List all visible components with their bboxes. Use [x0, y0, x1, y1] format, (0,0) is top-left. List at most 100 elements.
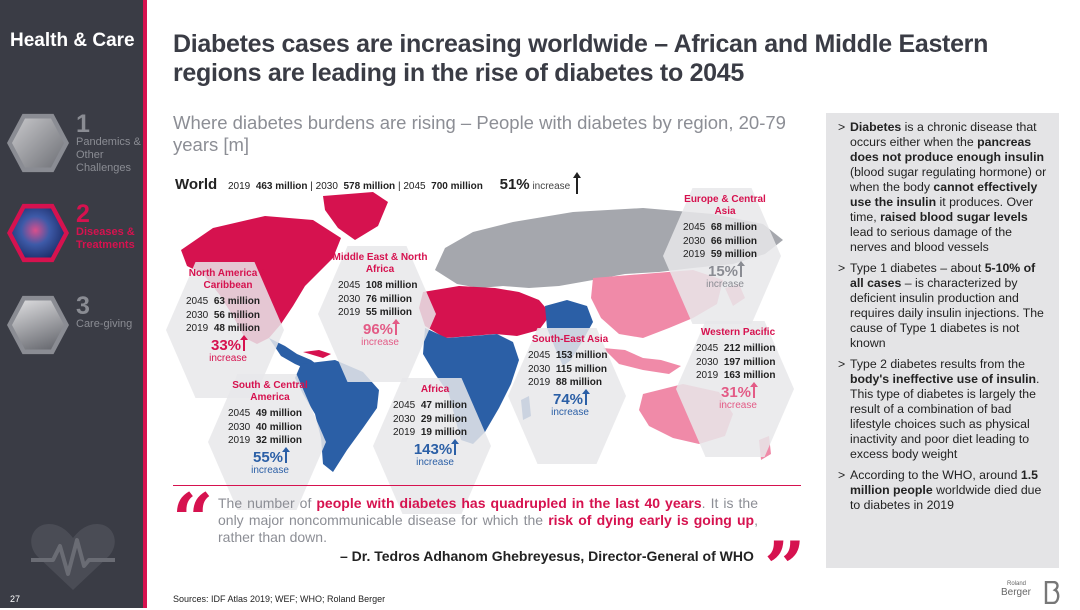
quote-author: – Dr. Tedros Adhanom Ghebreyesus, Direct…	[340, 548, 754, 564]
year-label: 2045	[528, 350, 551, 361]
page-title: Diabetes cases are increasing worldwide …	[173, 30, 989, 87]
quote-close-icon: ”	[764, 525, 806, 610]
increase-percent: 143%	[385, 438, 485, 458]
nav-item-caregiving[interactable]: 3 Care-giving	[0, 292, 143, 374]
arrow-up-icon	[392, 318, 401, 335]
percent-value: 15%	[707, 262, 739, 280]
map-middle-east-north-africa	[419, 286, 551, 338]
value-label: 108 million	[365, 280, 418, 291]
region-values: 2045 212 million 2030 197 million 2019 1…	[688, 342, 788, 383]
arrow-up-icon	[240, 334, 249, 351]
world-increase-percent: 51%	[499, 176, 530, 193]
year-label: 2019	[228, 435, 251, 446]
region-africa: Africa 2045 47 million 2030 29 million 2…	[373, 378, 491, 514]
separator: |	[310, 181, 313, 192]
region-hex-background	[508, 328, 626, 464]
year-label: 2045	[683, 222, 706, 233]
increase-percent: 55%	[220, 446, 320, 466]
increase-percent: 96%	[330, 318, 430, 338]
year-label: 2019	[696, 370, 719, 381]
nav-label: Care-giving	[76, 318, 133, 330]
value-label: 163 million	[723, 370, 776, 381]
region-values: 2045 49 million 2030 40 million 2019 32 …	[220, 407, 320, 448]
region-name: Africa	[420, 384, 450, 395]
quote-divider	[173, 485, 801, 486]
increase-percent: 74%	[520, 388, 620, 408]
nav-label: Diseases & Treatments	[76, 226, 135, 251]
year-label: 2045	[696, 343, 719, 354]
map-caribbean	[303, 350, 331, 358]
world-increase-label: increase	[532, 181, 571, 192]
world-year-2019: 2019	[228, 181, 251, 192]
increase-label: increase	[361, 336, 399, 348]
value-label: 66 million	[710, 235, 757, 247]
year-label: 2045	[186, 296, 209, 307]
percent-value: 74%	[552, 390, 584, 408]
year-label: 2030	[186, 309, 209, 321]
region-hex-background	[663, 188, 781, 324]
logo-mark-icon	[1044, 581, 1060, 604]
year-label: 2045	[338, 280, 361, 291]
value-label: 59 million	[710, 249, 757, 260]
caregiving-image	[12, 300, 64, 350]
value-label: 40 million	[255, 421, 302, 433]
year-label: 2030	[338, 293, 361, 305]
increase-percent: 31%	[688, 381, 788, 401]
value-label: 56 million	[213, 309, 260, 321]
region-name: South & Central America	[232, 380, 308, 403]
nav-item-diseases[interactable]: 2 Diseases & Treatments	[0, 200, 143, 282]
region-europe: Europe & Central Asia 2045 68 million 20…	[663, 188, 781, 324]
nav-item-pandemics[interactable]: 1 Pandemics & Other Challenges	[0, 110, 143, 192]
year-label: 2030	[393, 413, 416, 425]
value-label: 19 million	[420, 427, 467, 438]
year-label: 2019	[683, 249, 706, 260]
region-south-east-asia: South-East Asia 2045 153 million 2030 11…	[508, 328, 626, 464]
map-central-america	[269, 338, 319, 370]
world-map	[181, 192, 783, 472]
nav-thumbnail-frame	[7, 295, 69, 355]
region-values: 2045 153 million 2030 115 million 2019 8…	[520, 349, 620, 390]
world-label: World	[175, 176, 218, 193]
pandemics-image	[12, 118, 64, 168]
info-list: Diabetes is a chronic disease that occur…	[826, 113, 1059, 513]
region-name: North America & Caribbean	[188, 268, 268, 291]
arrow-up-icon	[451, 438, 460, 455]
value-label: 32 million	[255, 435, 302, 446]
increase-label: increase	[719, 399, 757, 411]
value-label: 29 million	[420, 413, 467, 425]
map-indonesia	[603, 348, 681, 374]
increase-label: increase	[706, 278, 744, 290]
map-africa	[423, 328, 519, 444]
year-label: 2045	[228, 408, 251, 419]
region-name: Western Pacific	[700, 327, 776, 338]
arrow-up-icon	[737, 260, 746, 277]
value-label: 76 million	[365, 293, 412, 305]
world-value-2045: 700 million	[431, 181, 483, 192]
logo-text: Berger	[1001, 587, 1032, 598]
info-item: Type 2 diabetes results from the body's …	[838, 357, 1049, 462]
quote-open-icon: “	[172, 477, 214, 562]
value-label: 197 million	[723, 356, 776, 368]
region-south-america: South & Central America 2045 49 million …	[208, 374, 326, 510]
value-label: 48 million	[213, 323, 260, 334]
info-item: According to the WHO, around 1.5 million…	[838, 468, 1049, 513]
info-item: Diabetes is a chronic disease that occur…	[838, 120, 1049, 255]
region-values: 2045 47 million 2030 29 million 2019 19 …	[385, 399, 485, 440]
year-label: 2030	[683, 235, 706, 247]
page-subtitle: Where diabetes burdens are rising – Peop…	[173, 112, 786, 155]
year-label: 2030	[228, 421, 251, 433]
increase-label: increase	[551, 406, 589, 418]
percent-value: 55%	[252, 448, 284, 466]
nav-label: Pandemics & Other Challenges	[76, 136, 141, 174]
year-label: 2019	[186, 323, 209, 334]
value-label: 63 million	[213, 296, 260, 307]
sidebar-accent-bar	[143, 0, 147, 608]
region-name: Middle East & North Africa	[332, 252, 428, 275]
year-label: 2019	[528, 377, 551, 388]
world-year-2045: 2045	[403, 181, 426, 192]
info-item: Type 1 diabetes – about 5-10% of all cas…	[838, 261, 1049, 351]
value-label: 47 million	[420, 400, 467, 411]
world-value-2019: 463 million	[255, 181, 308, 192]
percent-value: 96%	[362, 320, 394, 338]
nav-number: 1	[76, 110, 90, 138]
